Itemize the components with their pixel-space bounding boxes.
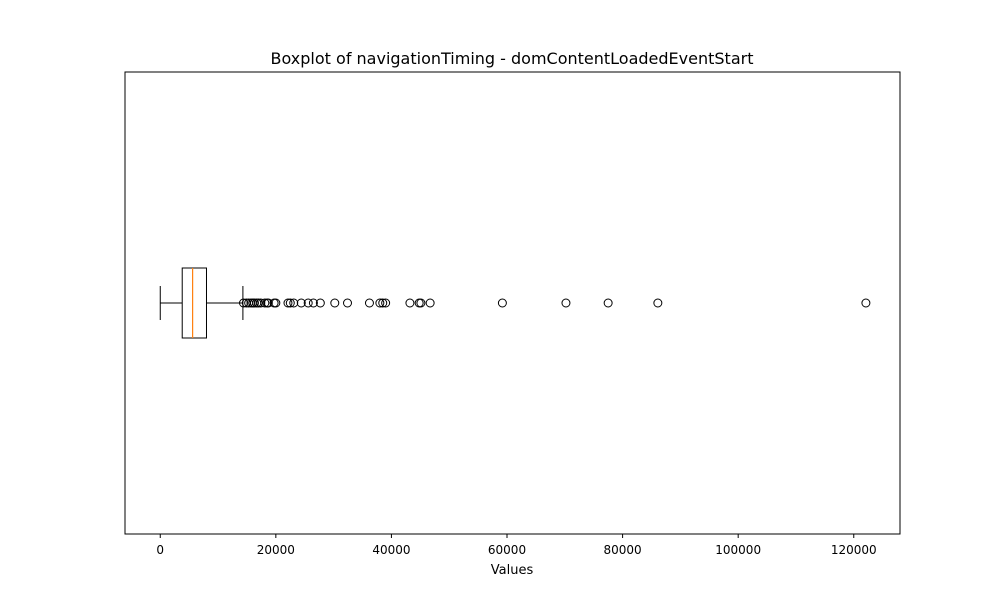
outlier-point: [283, 298, 293, 308]
x-tick-label: 40000: [372, 543, 410, 557]
iqr-box: [181, 267, 207, 339]
outlier-point: [308, 298, 318, 308]
outlier-point: [414, 298, 424, 308]
x-tick-label: 120000: [831, 543, 877, 557]
outlier-point: [315, 298, 325, 308]
x-axis-ticks: 0 20000 40000 60000 80000 100000 120000: [156, 534, 877, 557]
outlier-point: [364, 298, 374, 308]
outlier-points: [238, 298, 871, 308]
x-tick-label: 80000: [604, 543, 642, 557]
x-tick-label: 100000: [715, 543, 761, 557]
outlier-point: [561, 298, 571, 308]
outlier-point: [405, 298, 415, 308]
outlier-point: [603, 298, 613, 308]
plot-area-frame: [124, 71, 901, 535]
outlier-point: [285, 298, 295, 308]
outlier-point: [497, 298, 507, 308]
outlier-point: [330, 298, 340, 308]
outlier-point: [653, 298, 663, 308]
outlier-point: [271, 298, 281, 308]
outlier-point: [343, 298, 353, 308]
outlier-point: [254, 298, 264, 308]
x-tick-label: 0: [156, 543, 164, 557]
outlier-point: [303, 298, 313, 308]
outlier-point: [416, 298, 426, 308]
outlier-point: [296, 298, 306, 308]
outlier-point: [381, 298, 391, 308]
outlier-point: [378, 298, 388, 308]
outlier-point: [375, 298, 385, 308]
outlier-point: [260, 298, 270, 308]
box-element: [159, 267, 244, 339]
outlier-point: [249, 298, 259, 308]
outlier-point: [861, 298, 871, 308]
x-tick-label: 20000: [257, 543, 295, 557]
outlier-point: [425, 298, 435, 308]
chart-title: Boxplot of navigationTiming - domContent…: [271, 49, 754, 68]
x-axis-label: Values: [491, 563, 534, 578]
x-tick-label: 60000: [488, 543, 526, 557]
